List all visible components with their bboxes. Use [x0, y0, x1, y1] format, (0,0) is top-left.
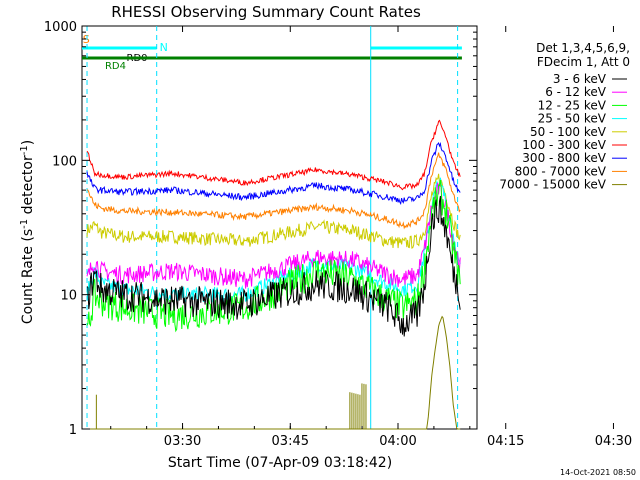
- footer-date: 14-Oct-2021 08:50: [560, 468, 636, 477]
- y-tick-label: 1000: [44, 20, 77, 35]
- legend-label-6-12-kev: 6 - 12 keV: [545, 85, 607, 99]
- y-axis-label-end: ): [20, 140, 36, 145]
- y-axis-label: Count Rate (s-1 detector-1): [19, 140, 36, 324]
- legend-label-50-100-kev: 50 - 100 keV: [530, 125, 607, 139]
- y-tick-label: 1: [69, 423, 77, 438]
- legend-label-100-300-kev: 100 - 300 keV: [522, 138, 606, 152]
- legend-label-800-7000-kev: 800 - 7000 keV: [515, 164, 607, 178]
- attenuator-vertical-lines: [86, 26, 459, 429]
- x-tick-label: 04:30: [595, 434, 632, 449]
- series-line-12-25-kev: [86, 180, 461, 333]
- y-axis-ticks: 1 10 100 1000: [44, 20, 477, 438]
- x-tick-label: 04:00: [379, 434, 416, 449]
- series-line-6-12-kev: [86, 182, 461, 289]
- flag-label-n: N: [160, 41, 168, 54]
- series-lines: [86, 119, 461, 430]
- series-line-50-100-kev: [86, 173, 461, 249]
- y-axis-label-sup2: -1: [19, 145, 30, 155]
- x-tick-label: 04:15: [487, 434, 524, 449]
- x-tick-label: 03:30: [164, 434, 201, 449]
- legend: Det 1,3,4,5,6,9, FDecim 1, Att 0 3 - 6 k…: [499, 41, 630, 192]
- series-line-3-6-kev: [86, 195, 461, 337]
- legend-label-25-50-kev: 25 - 50 keV: [538, 112, 607, 126]
- flag-label-s: S: [83, 33, 90, 46]
- series-line-800-7000-kev: [86, 152, 461, 230]
- observing-flags: SNRD0RD4: [82, 33, 462, 72]
- legend-header-detectors: Det 1,3,4,5,6,9,: [536, 41, 630, 55]
- series-line-100-300-kev: [86, 119, 461, 191]
- series-line-300-800-kev: [86, 141, 461, 206]
- legend-label-7000-15000-kev: 7000 - 15000 keV: [499, 178, 606, 192]
- legend-label-3-6-kev: 3 - 6 keV: [553, 72, 607, 86]
- plot-area: SNRD0RD4 03:3003:4504:0004:1504:3004:45 …: [44, 20, 632, 449]
- legend-header-decimation: FDecim 1, Att 0: [537, 55, 630, 69]
- y-tick-label: 100: [52, 154, 77, 169]
- y-axis-label-mid: detector: [20, 155, 36, 219]
- legend-label-12-25-kev: 12 - 25 keV: [538, 98, 607, 112]
- flag-label-rd4: RD4: [105, 61, 126, 72]
- chart-title: RHESSI Observing Summary Count Rates: [111, 3, 421, 21]
- x-tick-label: 03:45: [272, 434, 309, 449]
- legend-label-300-800-kev: 300 - 800 keV: [522, 151, 606, 165]
- y-axis-label-main: Count Rate (s: [20, 229, 36, 324]
- x-axis-label: Start Time (07-Apr-09 03:18:42): [168, 455, 392, 471]
- plot-frame: [81, 25, 478, 430]
- y-tick-label: 10: [60, 289, 77, 304]
- y-axis-label-sup1: -1: [19, 219, 30, 229]
